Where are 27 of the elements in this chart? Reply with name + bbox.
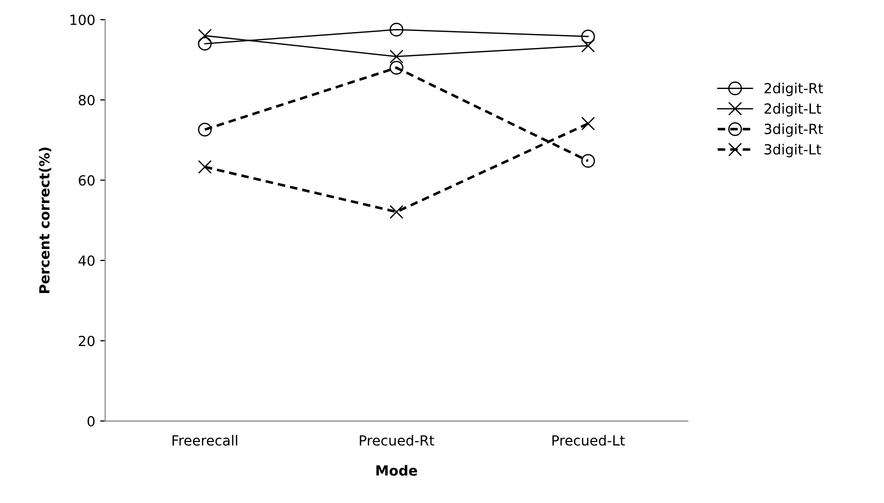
x-axis-title: Mode	[376, 465, 418, 476]
y-tick-label: 100	[70, 14, 95, 26]
y-axis-title: Percent correct(%)	[38, 148, 52, 293]
point	[390, 205, 404, 219]
point	[581, 116, 595, 130]
point	[198, 160, 212, 174]
point	[581, 154, 595, 168]
point	[390, 50, 404, 64]
y-tick-label: 0	[88, 416, 95, 426]
y-tick-label: 60	[78, 175, 95, 186]
point	[198, 28, 212, 43]
x-tick-label: Precued-Lt	[552, 434, 625, 446]
legend-label: 2digit-Rt	[764, 82, 823, 96]
x-tick-label: Precued-Rt	[360, 434, 434, 446]
point	[390, 60, 404, 75]
legend-label: 3digit-Rt	[764, 123, 823, 137]
point	[198, 36, 212, 51]
x-tick-label: Freerecall	[172, 434, 238, 446]
y-tick-label: 40	[78, 255, 95, 266]
y-tick-label: 20	[78, 336, 95, 346]
point	[581, 30, 595, 44]
point	[198, 122, 212, 136]
point	[581, 38, 595, 53]
point	[390, 22, 404, 37]
legend-label: 3digit-Lt	[764, 144, 822, 158]
legend-label: 2digit-Lt	[764, 103, 822, 116]
y-tick-label: 80	[78, 94, 95, 106]
